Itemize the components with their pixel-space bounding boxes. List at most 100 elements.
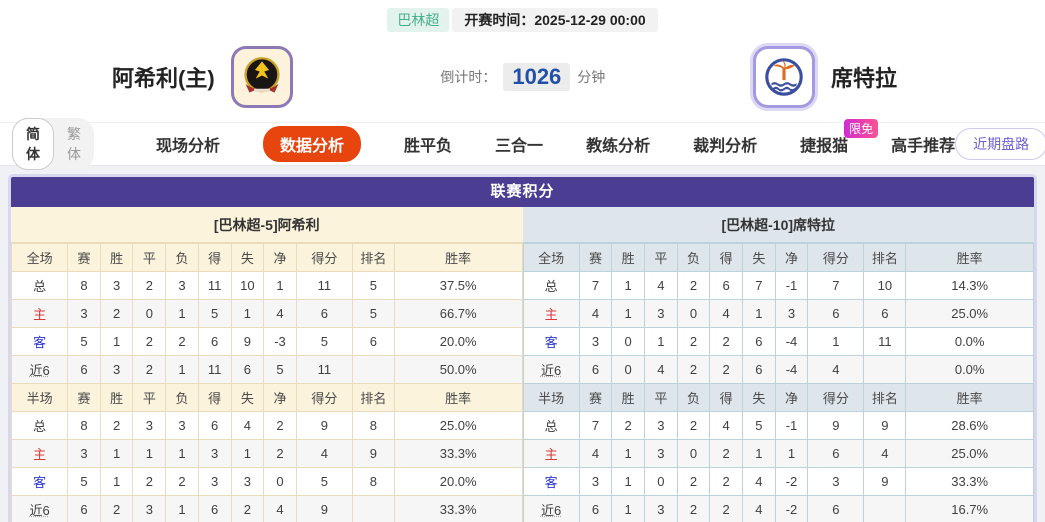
- stat-cell: 1: [774, 439, 809, 468]
- kickoff-value: 2025-12-29 00:00: [534, 12, 646, 28]
- teams-row: 阿希利(主) 倒计时： 1026 分钟: [0, 32, 1045, 122]
- stat-cell: 5: [295, 327, 353, 356]
- countdown-label: 倒计时：: [440, 69, 497, 85]
- row-label: 客: [522, 327, 580, 356]
- stat-cell: [351, 495, 395, 522]
- stat-cell: 6: [578, 355, 613, 384]
- stat-cell: 2: [676, 271, 711, 300]
- table-row: 客 3 1 0 2 2 4 -2 3 9 33.3%: [522, 467, 1034, 496]
- tab-捷报猫[interactable]: 捷报猫 限免: [800, 119, 879, 156]
- tab-胜平负[interactable]: 胜平负: [404, 138, 453, 155]
- home-team-name: 阿希利(主): [112, 66, 215, 91]
- countdown-block: 倒计时： 1026 分钟: [293, 63, 753, 91]
- stat-cell: 37.5%: [393, 271, 523, 300]
- table-row: 近6 6 1 3 2 2 4 -2 6 16.7%: [522, 495, 1034, 522]
- league-badge[interactable]: 巴林超: [387, 8, 450, 32]
- stat-cell: 6: [351, 327, 395, 356]
- col-header: 得分: [295, 383, 353, 412]
- row-label: 总: [11, 411, 69, 440]
- stat-cell: -2: [774, 467, 809, 496]
- row-label: 客: [11, 327, 69, 356]
- tab-现场分析[interactable]: 现场分析: [156, 138, 221, 155]
- stat-cell: 4: [709, 299, 743, 328]
- stat-cell: 6: [807, 495, 865, 522]
- stat-cell: 33.3%: [393, 439, 523, 468]
- stat-cell: 6: [197, 411, 232, 440]
- row-label: 主: [11, 299, 69, 328]
- stat-cell: 2: [676, 467, 711, 496]
- stat-cell: 4: [643, 355, 678, 384]
- col-header: 平: [643, 243, 678, 272]
- col-header: 半场: [11, 383, 69, 412]
- col-header: 胜率: [393, 383, 523, 412]
- col-header: 全场: [11, 243, 69, 272]
- stat-cell: 1: [611, 271, 645, 300]
- stat-cell: 0: [611, 355, 645, 384]
- away-table-title: [巴林超-10]席特拉: [522, 207, 1034, 243]
- table-row: 总 8 2 3 3 6 4 2 9 8 25.0%: [11, 411, 523, 440]
- table-row: 近6 6 0 4 2 2 6 -4 4 0.0%: [522, 355, 1034, 384]
- stat-cell: 28.6%: [905, 411, 1034, 440]
- col-header: 赛: [578, 383, 613, 412]
- stat-cell: 2: [132, 355, 167, 384]
- stat-cell: 2: [99, 299, 134, 328]
- tab-裁判分析[interactable]: 裁判分析: [693, 138, 758, 155]
- palm-crest-icon: [765, 58, 803, 96]
- stat-cell: 5: [197, 299, 232, 328]
- lang-simplified[interactable]: 简体: [12, 118, 54, 170]
- away-team-block: 席特拉: [752, 46, 897, 108]
- stat-cell: 6: [197, 327, 232, 356]
- col-header: 平: [643, 383, 678, 412]
- table-row: 客 5 1 2 2 6 9 -3 5 6 20.0%: [11, 327, 523, 356]
- stat-cell: 1: [230, 299, 265, 328]
- col-header: 平: [132, 243, 167, 272]
- stat-cell: -3: [263, 327, 297, 356]
- stat-cell: 2: [709, 355, 743, 384]
- stat-cell: 2: [709, 495, 743, 522]
- tab-数据分析[interactable]: 数据分析: [263, 126, 362, 162]
- stat-cell: 0.0%: [905, 355, 1034, 384]
- stat-cell: -1: [774, 271, 809, 300]
- stat-cell: 4: [709, 411, 743, 440]
- lang-traditional[interactable]: 繁体: [67, 126, 81, 162]
- stat-cell: 66.7%: [393, 299, 523, 328]
- stat-cell: 6: [230, 355, 265, 384]
- stat-cell: 11: [197, 271, 232, 300]
- col-header: 全场: [522, 243, 580, 272]
- stat-cell: 2: [676, 355, 711, 384]
- tab-三合一[interactable]: 三合一: [495, 138, 544, 155]
- away-team-name: 席特拉: [830, 66, 897, 91]
- stat-cell: 11: [295, 271, 353, 300]
- stat-cell: 3: [132, 495, 167, 522]
- stat-cell: 5: [351, 299, 395, 328]
- stat-cell: 10: [230, 271, 265, 300]
- recent-odds-button[interactable]: 近期盘路: [955, 128, 1045, 160]
- kickoff-time: 开赛时间：2025-12-29 00:00: [452, 8, 658, 32]
- nav-tabs: 现场分析 数据分析 胜平负 三合一 教练分析 裁判分析 捷报猫 限免 高手推荐: [156, 119, 956, 162]
- stat-cell: 3: [230, 467, 265, 496]
- col-header: 失: [230, 383, 265, 412]
- home-table-title: [巴林超-5]阿希利: [11, 207, 523, 243]
- col-header: 胜率: [393, 243, 523, 272]
- tab-教练分析[interactable]: 教练分析: [586, 138, 651, 155]
- stat-cell: 4: [807, 355, 865, 384]
- col-header: 得: [197, 383, 232, 412]
- table-row: 总 8 3 2 3 11 10 1 11 5 37.5%: [11, 271, 523, 300]
- stat-cell: 3: [67, 439, 101, 468]
- stat-cell: 25.0%: [393, 411, 523, 440]
- col-header: 得分: [807, 383, 865, 412]
- stat-cell: 1: [99, 467, 134, 496]
- stat-cell: 7: [742, 271, 776, 300]
- stat-cell: 3: [165, 271, 199, 300]
- col-header: 负: [165, 383, 199, 412]
- stat-cell: 3: [99, 271, 134, 300]
- stat-cell: 3: [197, 439, 232, 468]
- tab-高手推荐[interactable]: 高手推荐: [891, 138, 956, 155]
- row-label: 总: [522, 411, 580, 440]
- stat-cell: 1: [742, 299, 776, 328]
- col-header: 净: [774, 243, 809, 272]
- stat-cell: -4: [774, 327, 809, 356]
- stat-cell: 4: [742, 467, 776, 496]
- stat-cell: 2: [165, 467, 199, 496]
- stat-cell: 2: [676, 495, 711, 522]
